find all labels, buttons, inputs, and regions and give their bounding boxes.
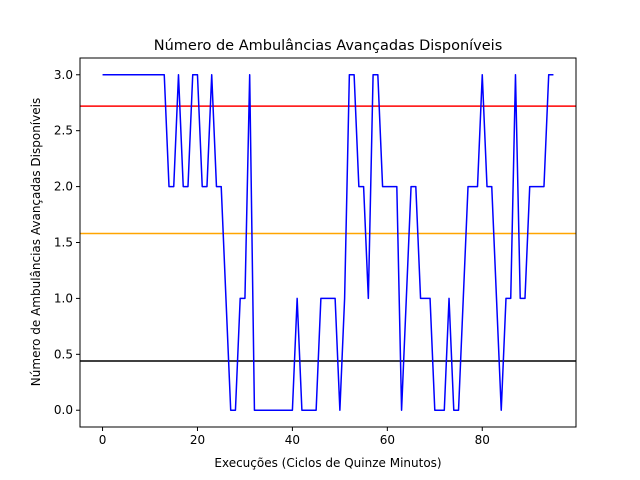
series-line-1	[102, 74, 554, 411]
x-tick-label: 20	[190, 433, 205, 447]
y-tick-label: 1.0	[54, 291, 73, 305]
x-axis-title: Execuções (Ciclos de Quinze Minutos)	[214, 456, 441, 470]
x-tick-label: 60	[380, 433, 395, 447]
x-tick-label: 80	[475, 433, 490, 447]
y-tick-label: 2.5	[54, 124, 73, 138]
y-axis-title: Número de Ambulâncias Avançadas Disponív…	[29, 98, 43, 386]
y-tick-label: 0.5	[54, 347, 73, 361]
y-axis: 0.0 0.5 1.0 1.5 2.0 2.5 3.0	[54, 68, 80, 417]
y-tick-label: 3.0	[54, 68, 73, 82]
y-tick-label: 2.0	[54, 180, 73, 194]
plot-area	[80, 74, 576, 411]
chart-title: Número de Ambulâncias Avançadas Disponív…	[154, 38, 503, 54]
y-tick-label: 1.5	[54, 236, 73, 250]
x-axis: 0 20 40 60 80	[99, 427, 490, 447]
x-tick-label: 40	[285, 433, 300, 447]
x-tick-label: 0	[99, 433, 107, 447]
y-tick-label: 0.0	[54, 403, 73, 417]
